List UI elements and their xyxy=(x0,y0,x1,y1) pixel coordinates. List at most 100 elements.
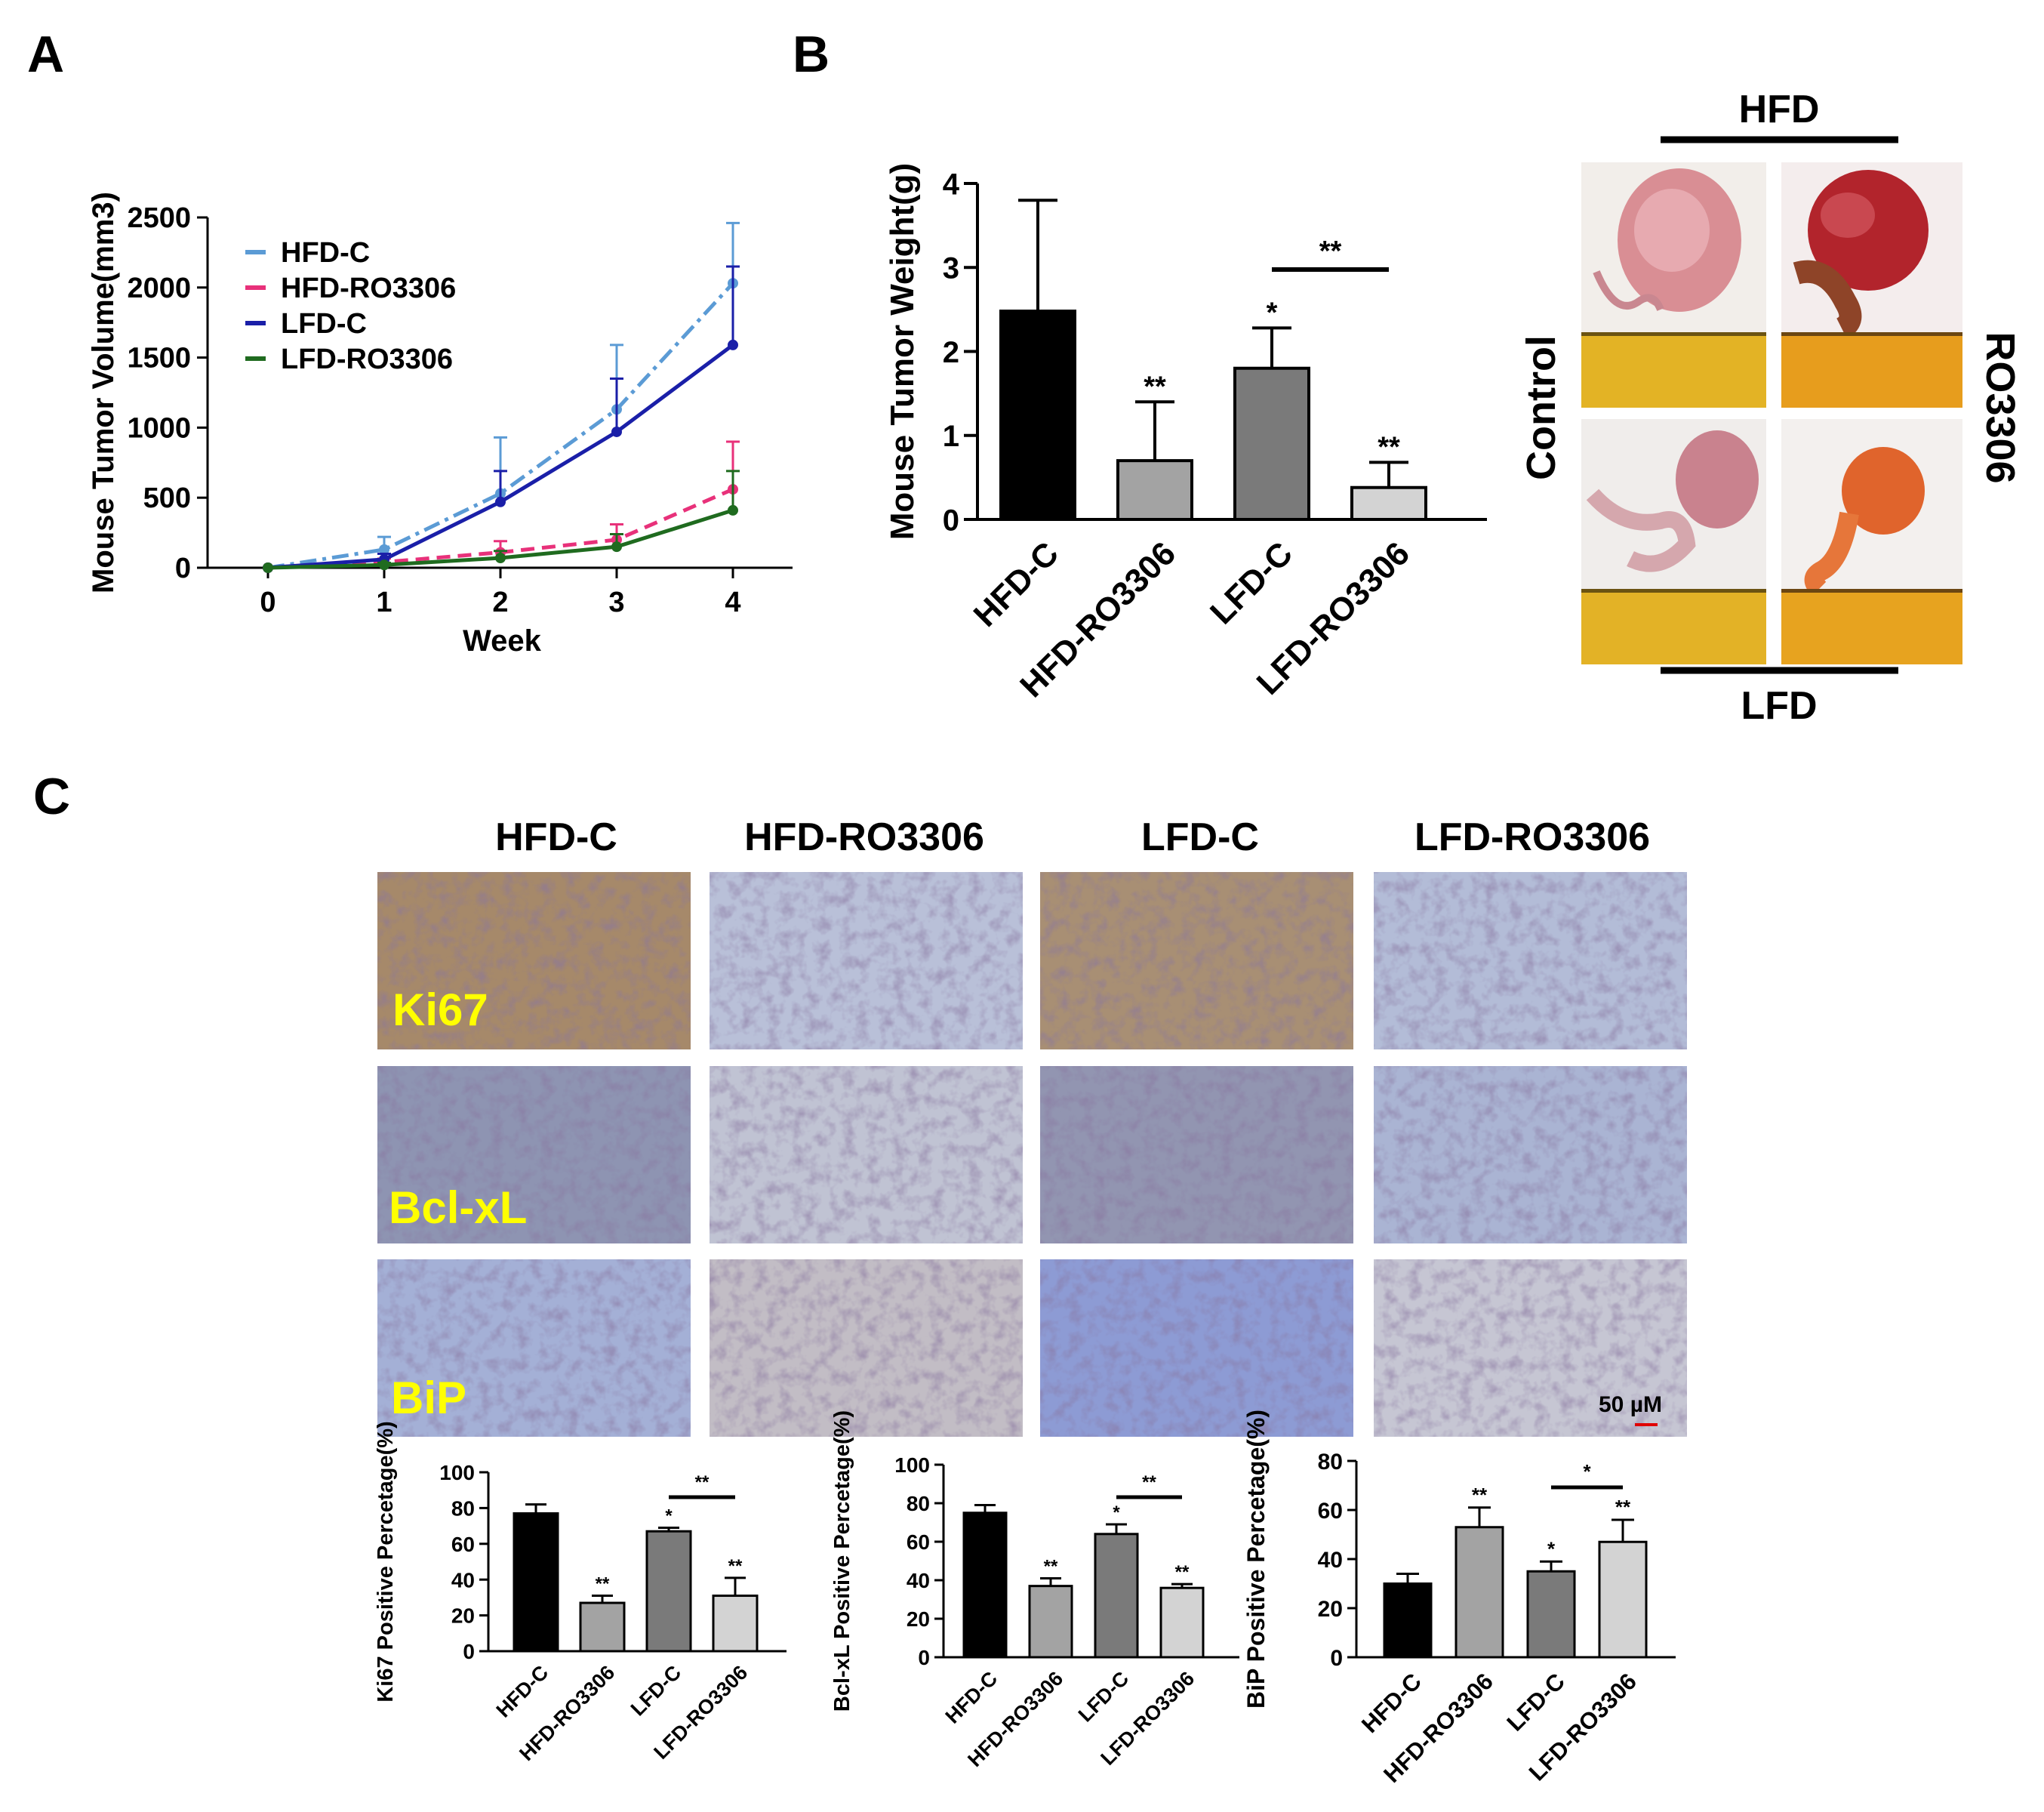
y-axis-label: Mouse Tumor Volume(mm3) xyxy=(87,192,120,593)
y-tick-label: 80 xyxy=(451,1496,475,1520)
bar-hfd-ro3306 xyxy=(1455,1526,1504,1659)
bar-lfd-ro3306 xyxy=(1350,485,1427,521)
bar-hfd-c xyxy=(1383,1582,1433,1659)
y-tick-label: 20 xyxy=(907,1607,930,1631)
bar-chart-bip: 020406080HFD-C**HFD-RO3306*LFD-C**LFD-RO… xyxy=(1242,1410,1676,1788)
data-point-hfd-c xyxy=(379,544,389,555)
ihc-tile-texture xyxy=(377,1259,691,1437)
y-tick-label: 60 xyxy=(1318,1499,1343,1524)
y-tick-label: 1500 xyxy=(127,343,191,374)
ihc-col-label-hfd-ro3306: HFD-RO3306 xyxy=(744,815,984,859)
y-tick-label: 2 xyxy=(943,336,959,369)
ihc-col-label-lfd-c: LFD-C xyxy=(1141,815,1259,859)
x-category-label: LFD-C xyxy=(1074,1667,1133,1726)
bar-lfd-c xyxy=(1233,366,1310,521)
significance-label: ** xyxy=(728,1556,743,1576)
ihc-image-grid: HFD-C HFD-RO3306 LFD-C LFD-RO3306 Ki67 B… xyxy=(377,815,1687,1437)
series-line-hfd-c xyxy=(267,282,734,570)
significance-label: * xyxy=(1113,1502,1120,1523)
y-axis-label: Mouse Tumor Weight(g) xyxy=(884,163,921,540)
data-point-lfd-ro3306 xyxy=(379,559,389,571)
x-category-label: HFD-C xyxy=(941,1667,1002,1728)
photo-lfd-ro3306 xyxy=(1781,419,1962,664)
y-tick-label: 0 xyxy=(1330,1646,1343,1671)
panel-letter-c: C xyxy=(33,768,70,825)
bar-chart-ki67: 020406080100HFD-C**HFD-RO3306*LFD-C**LFD… xyxy=(374,1421,787,1765)
y-tick-label: 60 xyxy=(451,1533,475,1556)
x-tick-label: 4 xyxy=(725,587,740,618)
y-axis-label: Ki67 Positive Percetage(%) xyxy=(374,1421,398,1702)
data-point-lfd-c xyxy=(611,426,622,437)
bar-chart-bcl-xl: 020406080100HFD-C**HFD-RO3306*LFD-C**LFD… xyxy=(830,1410,1239,1771)
y-tick-label: 2000 xyxy=(127,273,191,304)
significance-label: * xyxy=(1547,1537,1556,1560)
panel-letter-b: B xyxy=(793,26,830,83)
bar-lfd-c xyxy=(1094,1533,1139,1659)
bracket-label: ** xyxy=(1142,1472,1156,1493)
y-tick-label: 80 xyxy=(907,1492,930,1515)
ihc-tile-texture xyxy=(710,1259,1023,1437)
ihc-tile-texture xyxy=(1374,1259,1687,1437)
x-axis-label: Week xyxy=(463,624,542,658)
data-point-lfd-c xyxy=(495,496,506,507)
significance-label: * xyxy=(1267,297,1278,328)
y-tick-label: 0 xyxy=(918,1646,930,1669)
line-chart-tumor-volume: 0 500 1000 1500 2000 2500 0 1 2 3 4 Week Mouse Tumor… xyxy=(87,192,793,658)
x-category-label: LFD-C xyxy=(626,1661,685,1720)
ihc-tile-texture xyxy=(377,872,691,1049)
bar-lfd-c xyxy=(645,1530,692,1653)
photo-hfd-ro3306 xyxy=(1781,162,1962,408)
ihc-tile-texture xyxy=(1040,872,1353,1049)
y-tick-label: 1 xyxy=(943,420,959,453)
y-axis-label: BiP Positive Percetage(%) xyxy=(1242,1410,1270,1709)
ihc-col-label-lfd-ro3306: LFD-RO3306 xyxy=(1414,815,1650,859)
bar-hfd-c xyxy=(513,1512,559,1653)
significance-label: ** xyxy=(1472,1484,1488,1506)
significance-label: ** xyxy=(1378,431,1400,463)
y-tick-label: 3 xyxy=(943,252,959,285)
ihc-row-label-bip: BiP xyxy=(391,1373,466,1423)
y-tick-label: 1000 xyxy=(127,412,191,444)
bar-hfd-c xyxy=(962,1512,1008,1659)
scale-bar-label: 50 µM xyxy=(1599,1392,1662,1417)
ihc-tile-texture xyxy=(377,1066,691,1243)
x-category-label: HFD-C xyxy=(492,1661,553,1722)
significance-label: * xyxy=(665,1505,673,1526)
x-tick-label: 3 xyxy=(608,587,624,618)
data-point-lfd-ro3306 xyxy=(495,553,506,564)
y-tick-label: 20 xyxy=(1318,1597,1343,1622)
y-tick-label: 0 xyxy=(175,553,191,584)
ihc-col-label-hfd-c: HFD-C xyxy=(495,815,617,859)
y-tick-label: 20 xyxy=(451,1604,475,1628)
x-category-label: LFD-C xyxy=(1501,1668,1569,1736)
x-category-label: LFD-C xyxy=(1203,535,1300,631)
x-tick-label: 2 xyxy=(492,587,508,618)
y-tick-label: 40 xyxy=(1318,1548,1343,1573)
photo-lfd-control xyxy=(1581,419,1766,664)
bar-lfd-ro3306 xyxy=(712,1595,759,1653)
bracket-label: * xyxy=(1583,1460,1591,1483)
bracket-label: ** xyxy=(1319,236,1342,267)
legend-label-hfd-ro3306: HFD-RO3306 xyxy=(281,273,456,304)
photo-hfd-control xyxy=(1581,162,1766,408)
ihc-row-label-ki67: Ki67 xyxy=(392,985,488,1035)
y-axis-label: Bcl-xL Positive Percetage(%) xyxy=(830,1410,854,1712)
legend-label-hfd-c: HFD-C xyxy=(281,237,370,269)
bar-hfd-ro3306 xyxy=(579,1601,626,1653)
bracket-label: ** xyxy=(695,1472,710,1493)
y-tick-label: 0 xyxy=(463,1640,475,1663)
y-tick-label: 500 xyxy=(143,482,191,514)
hfd-group-label: HFD xyxy=(1739,88,1820,131)
data-point-lfd-ro3306 xyxy=(728,504,738,516)
significance-label: ** xyxy=(1044,1556,1058,1576)
data-point-lfd-ro3306 xyxy=(263,562,273,573)
lfd-group-label: LFD xyxy=(1741,684,1817,728)
y-tick-label: 0 xyxy=(943,504,959,537)
ro3306-row-label: RO3306 xyxy=(1978,331,2023,483)
significance-label: ** xyxy=(1175,1562,1190,1582)
y-tick-label: 80 xyxy=(1318,1450,1343,1475)
ihc-tile-texture xyxy=(1040,1259,1353,1437)
ihc-row-label-bcl-xl: Bcl-xL xyxy=(389,1182,527,1233)
ihc-tile-texture xyxy=(1040,1066,1353,1243)
